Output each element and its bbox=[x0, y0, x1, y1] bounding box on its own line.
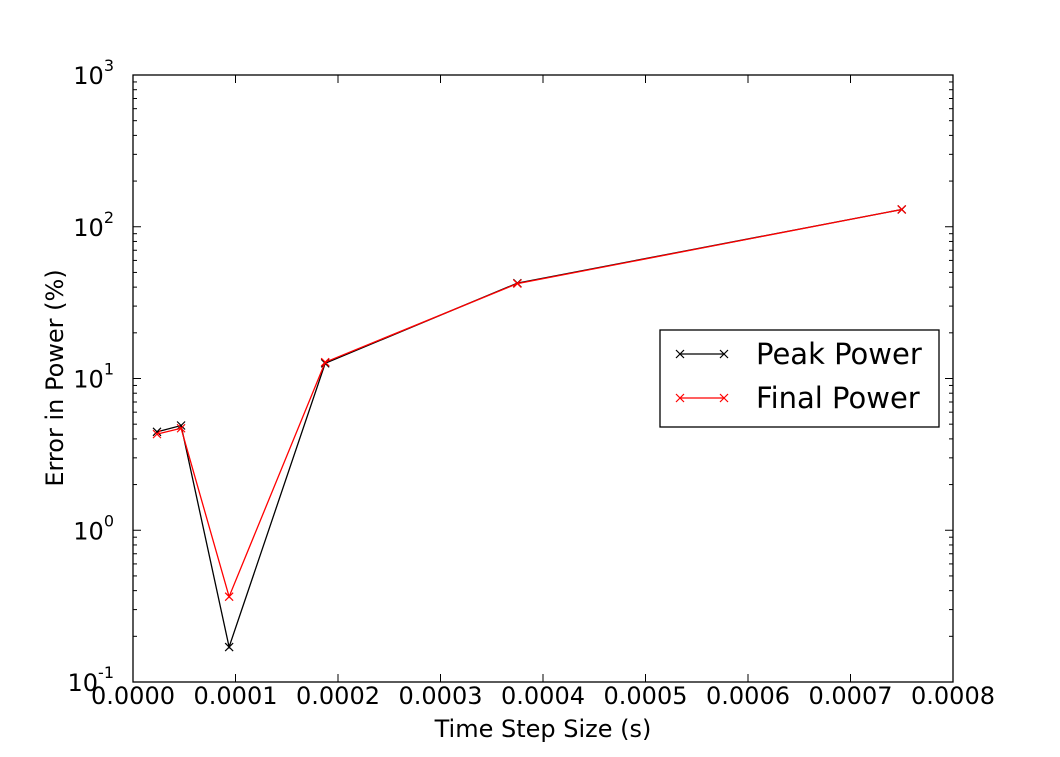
data-point bbox=[224, 642, 234, 652]
series-layer bbox=[152, 205, 907, 652]
y-tick-exponent: 2 bbox=[104, 208, 114, 227]
legend-label: Final Power bbox=[756, 381, 920, 415]
legend-marker bbox=[719, 393, 729, 403]
y-tick-exponent: 0 bbox=[104, 511, 114, 530]
y-tick-label: 102 bbox=[73, 208, 114, 242]
data-point bbox=[320, 357, 330, 367]
data-point bbox=[152, 427, 162, 437]
data-point bbox=[224, 592, 234, 602]
data-point bbox=[512, 279, 522, 289]
y-tick-exponent: -1 bbox=[98, 663, 114, 682]
legend-marker bbox=[675, 393, 685, 403]
legend-marker bbox=[675, 349, 685, 359]
x-tick-label: 0.0003 bbox=[399, 682, 483, 710]
x-tick-label: 0.0004 bbox=[501, 682, 585, 710]
data-point bbox=[176, 423, 186, 433]
legend-entries: Peak Power Final Power bbox=[675, 337, 922, 415]
x-tick-label: 0.0000 bbox=[91, 682, 175, 710]
y-tick-exponent: 3 bbox=[104, 56, 114, 75]
y-tick-label: 100 bbox=[73, 511, 114, 545]
series-line-1 bbox=[156, 208, 902, 650]
x-tick-label: 0.0002 bbox=[296, 682, 380, 710]
ticks-layer bbox=[132, 74, 954, 683]
series-line-2 bbox=[156, 208, 902, 599]
x-tick-label: 0.0006 bbox=[706, 682, 790, 710]
legend: Peak Power Final Power bbox=[659, 329, 940, 428]
data-point bbox=[176, 421, 186, 430]
y-tick-exponent: 1 bbox=[104, 360, 114, 379]
x-tick-label: 0.0001 bbox=[194, 682, 278, 710]
x-tick-label: 0.0007 bbox=[809, 682, 893, 710]
legend-box bbox=[659, 329, 940, 428]
x-axis-label: Time Step Size (s) bbox=[434, 715, 652, 743]
x-tick-label: 0.0005 bbox=[604, 682, 688, 710]
data-point bbox=[152, 429, 162, 439]
legend-marker bbox=[719, 349, 729, 359]
y-tick-label: 101 bbox=[73, 360, 114, 394]
legend-label: Peak Power bbox=[756, 337, 922, 371]
data-point bbox=[897, 205, 907, 214]
y-axis-label: Error in Power (%) bbox=[41, 269, 69, 486]
tick-labels-layer: 0.0000 0.0001 0.0002 0.0003 0.0004 0.0005 0.00… bbox=[68, 56, 995, 710]
x-tick-label: 0.0008 bbox=[911, 682, 995, 710]
y-tick-label: 103 bbox=[73, 56, 114, 90]
